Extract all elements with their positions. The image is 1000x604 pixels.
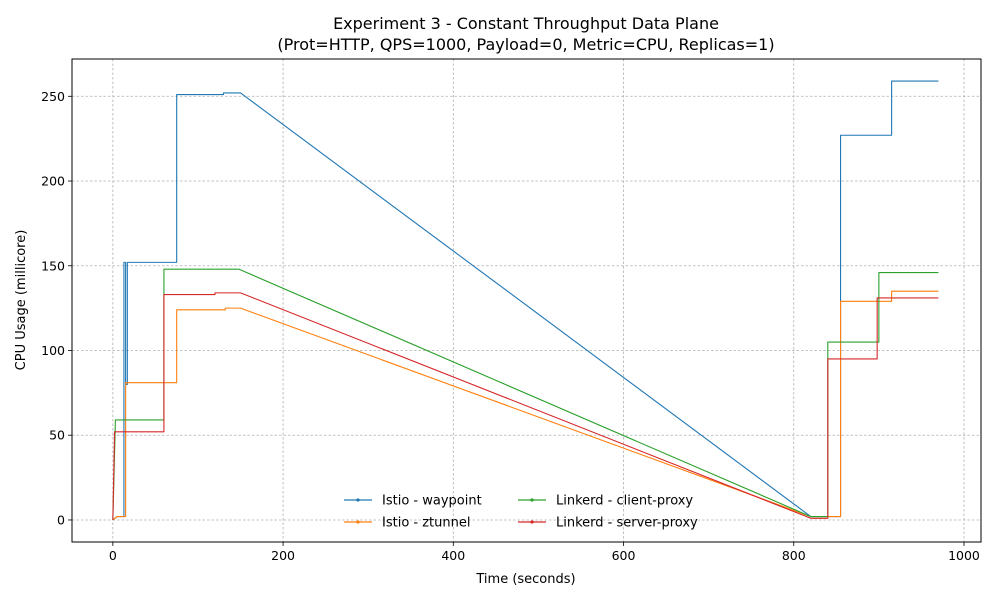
y-tick-label: 250 bbox=[41, 89, 65, 104]
legend-marker bbox=[356, 498, 360, 502]
x-tick-label: 600 bbox=[612, 548, 636, 563]
x-axis-label: Time (seconds) bbox=[475, 572, 575, 587]
y-tick-label: 50 bbox=[49, 428, 65, 443]
y-tick-label: 100 bbox=[41, 343, 65, 358]
y-axis-label: CPU Usage (millicore) bbox=[14, 230, 29, 371]
axis-ticks: 0 200 400 600 800 1000 0 50 100 150 200 250 bbox=[41, 89, 980, 563]
legend-marker bbox=[356, 520, 360, 524]
series-lines bbox=[112, 80, 939, 521]
x-tick-label: 1000 bbox=[948, 548, 980, 563]
legend-label: Linkerd - server-proxy bbox=[556, 516, 698, 531]
grid-lines bbox=[72, 59, 981, 542]
legend: Istio - waypoint Istio - ztunnel Linkerd -… bbox=[344, 494, 698, 531]
series-line-1 bbox=[112, 290, 939, 521]
series-line-3 bbox=[112, 292, 939, 520]
legend-label: Istio - ztunnel bbox=[382, 516, 470, 531]
legend-label: Istio - waypoint bbox=[382, 494, 482, 509]
series-line-0 bbox=[112, 80, 939, 521]
chart-title: Experiment 3 - Constant Throughput Data … bbox=[333, 14, 719, 33]
y-tick-label: 150 bbox=[41, 258, 65, 273]
x-tick-label: 0 bbox=[109, 548, 117, 563]
legend-marker bbox=[530, 520, 534, 524]
y-tick-label: 0 bbox=[57, 512, 65, 527]
series-line-2 bbox=[112, 268, 939, 520]
chart-subtitle: (Prot=HTTP, QPS=1000, Payload=0, Metric=… bbox=[277, 35, 774, 54]
legend-marker bbox=[530, 498, 534, 502]
y-tick-label: 200 bbox=[41, 174, 65, 189]
x-tick-label: 400 bbox=[441, 548, 465, 563]
legend-label: Linkerd - client-proxy bbox=[556, 494, 693, 509]
plot-frame bbox=[71, 58, 982, 543]
x-tick-label: 200 bbox=[271, 548, 295, 563]
x-tick-label: 800 bbox=[782, 548, 806, 563]
